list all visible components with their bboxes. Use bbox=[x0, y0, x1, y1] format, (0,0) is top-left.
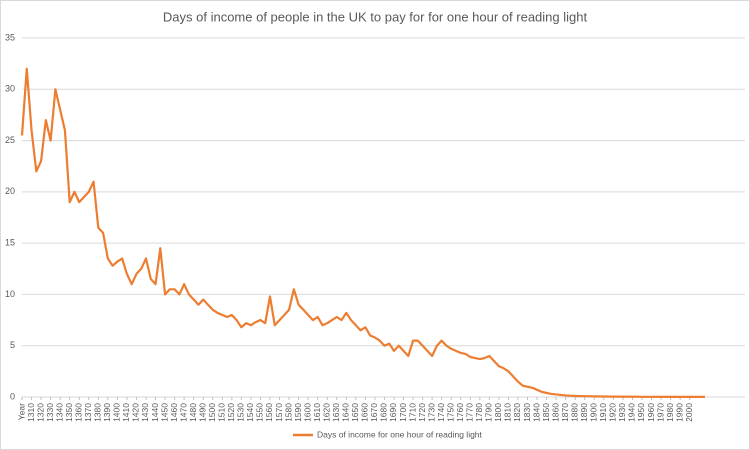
x-tick-label: 1920 bbox=[608, 403, 618, 422]
x-tick-label: 1370 bbox=[83, 403, 93, 422]
x-tick-label: 1700 bbox=[398, 403, 408, 422]
x-tick-label: 1480 bbox=[188, 403, 198, 422]
x-tick-label: 1310 bbox=[26, 403, 36, 422]
x-tick-label: 1660 bbox=[360, 403, 370, 422]
x-tick-label: 1690 bbox=[388, 403, 398, 422]
x-tick-label: 1930 bbox=[617, 403, 627, 422]
y-tick-label: 30 bbox=[5, 84, 15, 94]
data-line bbox=[20, 67, 705, 398]
x-tick-label: 1640 bbox=[341, 403, 351, 422]
y-tick-label: 10 bbox=[5, 289, 15, 299]
x-tick-label: 1380 bbox=[93, 403, 103, 422]
x-tick-label: 1990 bbox=[674, 403, 684, 422]
x-tick-label: 1800 bbox=[493, 403, 503, 422]
x-tick-label: 1600 bbox=[302, 403, 312, 422]
x-tick-label: 1950 bbox=[636, 403, 646, 422]
x-tick-label: 1850 bbox=[541, 403, 551, 422]
x-tick-label: 1350 bbox=[64, 403, 74, 422]
chart-title: Days of income of people in the UK to pa… bbox=[163, 9, 588, 24]
x-tick-label: 1420 bbox=[131, 403, 141, 422]
x-tick-label: 1580 bbox=[283, 403, 293, 422]
x-tick-label: 1760 bbox=[455, 403, 465, 422]
x-tick-label: 1960 bbox=[646, 403, 656, 422]
y-tick-label: 15 bbox=[5, 238, 15, 248]
x-tick-label: 1500 bbox=[207, 403, 217, 422]
x-tick-label: 1520 bbox=[226, 403, 236, 422]
x-tick-label: 1670 bbox=[369, 403, 379, 422]
x-tick-label: 1980 bbox=[665, 403, 675, 422]
x-tick-label: 1410 bbox=[121, 403, 131, 422]
x-tick-label: 1530 bbox=[236, 403, 246, 422]
x-tick-label: 1610 bbox=[312, 403, 322, 422]
x-tick-label: 1910 bbox=[598, 403, 608, 422]
x-tick-label: 1320 bbox=[35, 403, 45, 422]
x-tick-label: 1860 bbox=[550, 403, 560, 422]
x-tick-label: 1460 bbox=[169, 403, 179, 422]
x-tick-label: 1570 bbox=[274, 403, 284, 422]
x-tick-label: 1550 bbox=[255, 403, 265, 422]
x-tick-label: 1880 bbox=[569, 403, 579, 422]
y-tick-label: 25 bbox=[5, 135, 15, 145]
x-tick-label: 1780 bbox=[474, 403, 484, 422]
x-tick-label: 1890 bbox=[579, 403, 589, 422]
x-tick-label: 1940 bbox=[627, 403, 637, 422]
x-tick-label: 1450 bbox=[159, 403, 169, 422]
x-tick-label: 1750 bbox=[445, 403, 455, 422]
x-tick-label: 1400 bbox=[112, 403, 122, 422]
y-tick-label: 35 bbox=[5, 32, 15, 42]
x-tick-label: 1390 bbox=[102, 403, 112, 422]
x-tick-label: 1430 bbox=[140, 403, 150, 422]
legend-label: Days of income for one hour of reading l… bbox=[317, 429, 483, 439]
x-tick-label: 1820 bbox=[512, 403, 522, 422]
x-tick-label: 1620 bbox=[321, 403, 331, 422]
x-tick-label: 2000 bbox=[684, 403, 694, 422]
x-tick-label: 1510 bbox=[217, 403, 227, 422]
x-tick-label: 1440 bbox=[150, 403, 160, 422]
x-tick-label: 1330 bbox=[45, 403, 55, 422]
x-tick-label: 1590 bbox=[293, 403, 303, 422]
x-tick-label: 1830 bbox=[522, 403, 532, 422]
x-tick-label: 1870 bbox=[560, 403, 570, 422]
x-tick-label: 1490 bbox=[197, 403, 207, 422]
x-tick-label: 1630 bbox=[331, 403, 341, 422]
y-tick-label: 0 bbox=[10, 391, 15, 401]
x-tick-label: 1720 bbox=[417, 403, 427, 422]
x-tick-label: 1840 bbox=[531, 403, 541, 422]
x-tick-label: 1360 bbox=[73, 403, 83, 422]
y-tick-label: 5 bbox=[10, 340, 15, 350]
x-tick-label: 1790 bbox=[484, 403, 494, 422]
y-tick-label: 20 bbox=[5, 186, 15, 196]
x-tick-label: 1770 bbox=[465, 403, 475, 422]
x-tick-label: 1680 bbox=[379, 403, 389, 422]
x-tick-label: 1730 bbox=[426, 403, 436, 422]
x-tick-label: 1710 bbox=[407, 403, 417, 422]
x-tick-label: 1970 bbox=[655, 403, 665, 422]
x-tick-label: 1740 bbox=[436, 403, 446, 422]
x-tick-label: 1650 bbox=[350, 403, 360, 422]
x-tick-label: Year bbox=[16, 403, 26, 420]
x-tick-label: 1560 bbox=[264, 403, 274, 422]
x-tick-label: 1470 bbox=[178, 403, 188, 422]
x-tick-label: 1900 bbox=[589, 403, 599, 422]
x-tick-label: 1810 bbox=[503, 403, 513, 422]
x-tick-label: 1340 bbox=[54, 403, 64, 422]
x-tick-label: 1540 bbox=[245, 403, 255, 422]
